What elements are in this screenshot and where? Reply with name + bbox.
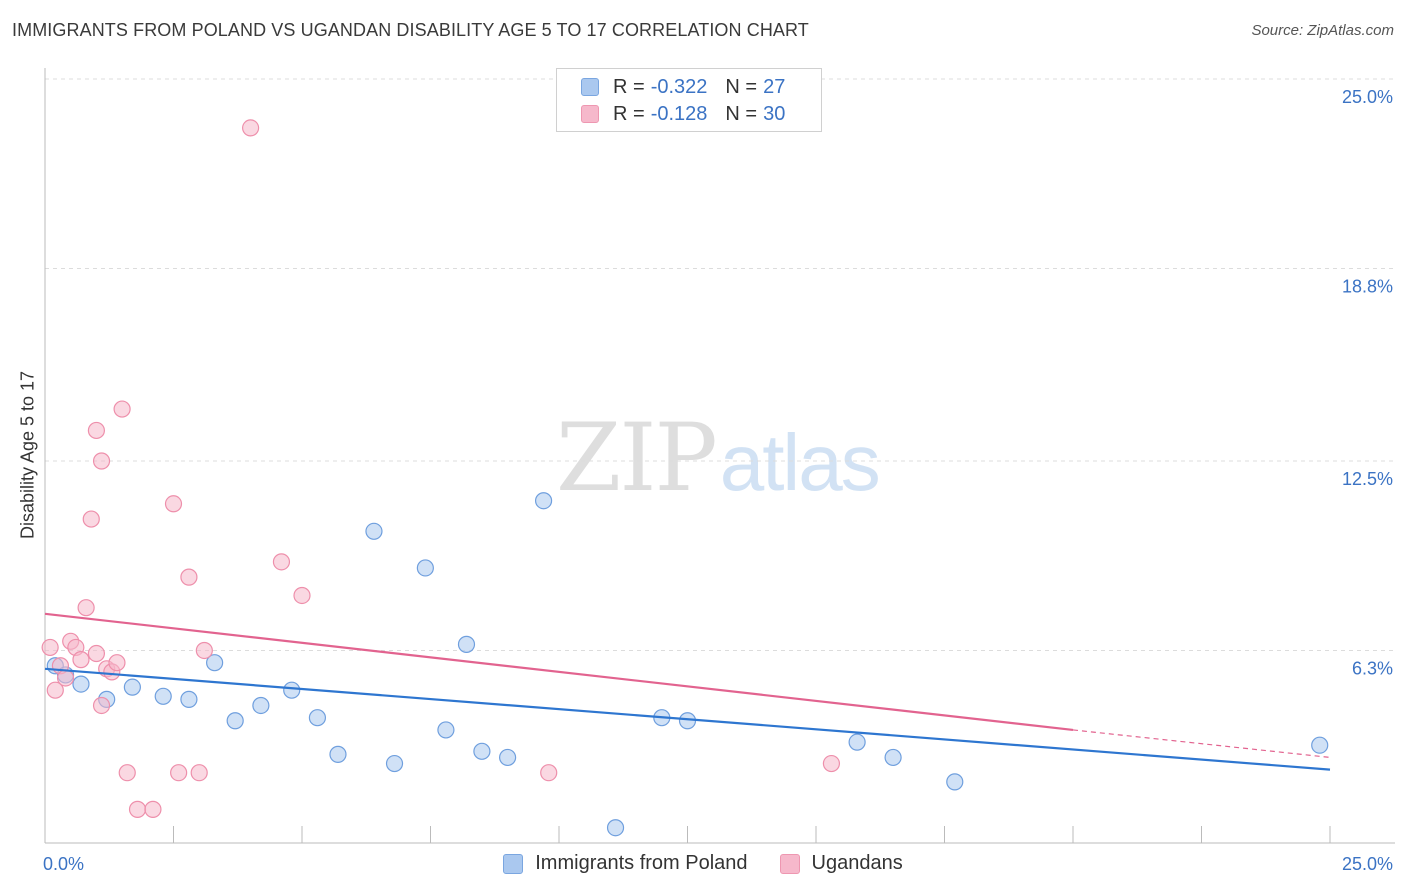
y-tick-label: 6.3% [1352,658,1393,678]
ugandan-point [56,669,75,687]
legend-label-poland: Immigrants from Poland [535,852,748,874]
ugandan-point [822,754,841,773]
ugandan-point [87,644,106,663]
ugandan-point [41,638,59,657]
legend-n-value: 27 [763,75,786,98]
legend-r-value: -0.322 [650,75,708,98]
legend-item-ugandans: Ugandans [779,852,903,875]
ugandan-point [92,696,111,715]
poland-point [252,696,270,715]
poland-point [385,754,404,773]
ugandan-point [113,400,131,418]
poland-point [72,675,90,693]
poland-trend-line [44,667,1331,771]
legend-row-poland: R = -0.322 N = 27 [581,75,785,99]
poland-point [329,745,347,763]
ugandan-point [164,495,183,513]
watermark-atlas: atlas [719,418,881,507]
poland-point [154,687,172,705]
ugandan-point [180,568,198,586]
poland-point [308,709,327,727]
ugandan-point [92,452,111,470]
poland-point [283,681,301,699]
y-axis-label: Disability Age 5 to 17 [17,370,38,540]
poland-point [848,733,866,751]
poland-point [1311,736,1329,754]
ugandan-point [190,764,208,782]
y-tick-label: 18.8% [1342,276,1393,296]
legend-swatch-poland [581,78,599,96]
ugandan-point [87,421,106,440]
x-tick-label: 0.0% [43,854,84,874]
poland-point [206,654,224,672]
ugandan-point [144,800,162,818]
legend-r-label: R = [613,102,645,125]
ugandan-point [272,553,291,571]
legend-r-label: R = [613,75,645,98]
poland-point [180,690,198,708]
ugandan-point [293,586,311,605]
poland-point [437,721,455,739]
poland-point [884,748,902,767]
legend-swatch-ugandans [779,853,800,874]
poland-point [534,492,553,510]
ugandan-point [118,764,136,782]
poland-point [457,635,476,653]
ugandan-point [82,510,100,528]
legend-swatch-ugandans [581,105,599,123]
ugandan-point [72,651,90,669]
y-tick-label: 12.5% [1342,469,1393,489]
poland-point [499,748,517,767]
y-tick-label: 25.0% [1342,87,1393,107]
legend-n-value: 30 [763,102,786,125]
poland-point [946,773,964,791]
legend-label-ugandans: Ugandans [811,852,903,874]
ugandan-point [108,654,126,672]
legend-swatch-poland [503,853,524,874]
ugandan-point [128,800,147,818]
legend-n-label: N = [725,102,758,125]
x-tick-label: 25.0% [1342,854,1393,874]
poland-point [416,559,434,577]
ugandan-point [46,681,64,699]
ugandan-point [242,119,260,137]
series-legend: Immigrants from Poland Ugandans [0,852,1406,875]
ugandan-trend-extension [1072,729,1331,759]
ugandan-point [195,641,213,660]
legend-row-ugandans: R = -0.128 N = 30 [581,102,785,126]
legend-item-poland: Immigrants from Poland [503,852,748,875]
watermark: ZIPatlas [556,404,881,513]
watermark-zip: ZIP [556,404,718,513]
legend-n-label: N = [725,75,758,98]
poland-point [123,678,141,696]
stats-legend: R = -0.322 N = 27 R = -0.128 N = 30 [556,68,822,132]
poland-point [473,742,491,760]
legend-r-value: -0.128 [650,102,708,125]
source-label: Source: ZipAtlas.com [1251,22,1394,39]
poland-point [606,819,625,837]
ugandan-trend-line [44,612,1074,732]
ugandan-point [77,599,95,617]
poland-point [365,522,383,540]
poland-point [226,712,244,730]
ugandan-point [170,764,188,782]
ugandan-point [540,764,558,782]
chart-title: IMMIGRANTS FROM POLAND VS UGANDAN DISABI… [12,20,809,40]
